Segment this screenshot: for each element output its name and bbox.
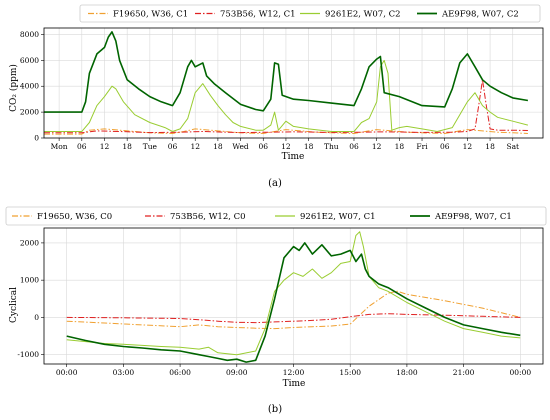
- panel-b-xtick-label: 12:00: [283, 368, 305, 377]
- panel-b-legend: F19650, W36, C0 753B56, W12, C0 9261E2, …: [12, 212, 512, 222]
- panel-b-xtick-label: 06:00: [169, 368, 191, 377]
- panel-a-xtick-label: Fri: [416, 142, 428, 151]
- panel-b-label: (b): [268, 404, 282, 415]
- panel-a-label: (a): [268, 178, 282, 189]
- panel-b-xtick-label: 21:00: [453, 368, 475, 377]
- panel-b-plot: -1000 0 1000 2000 00:00 03:00 06:00 09:00 12:00 1…: [17, 227, 544, 377]
- panel-a-plot: 0 2000 4000 6000 8000 Mon 06 12 18 Tue 06 12 18 Wed 06…: [20, 27, 544, 151]
- panel-a-xtick-label: 12: [463, 142, 473, 151]
- legend-a-label-4: AE9F98, W07, C2: [441, 10, 519, 20]
- panel-a-xtick-label: 06: [349, 142, 359, 151]
- legend-a-label-3: 9261E2, W07, C2: [325, 10, 401, 20]
- panel-a-ytick-label: 4000: [20, 82, 39, 91]
- panel-a-xtick-label: 18: [213, 142, 223, 151]
- panel-a-frame: [43, 27, 544, 139]
- panel-a-xtick-label: 06: [168, 142, 178, 151]
- panel-b-series-9261E2: [66, 231, 521, 356]
- panel-a-xtick-label: 12: [372, 142, 382, 151]
- panel-a-xtick-label: 06: [77, 142, 87, 151]
- panel-b-xtick-label: 18:00: [396, 368, 418, 377]
- panel-a-ylabel: CO₂ (ppm): [8, 64, 19, 112]
- panel-b-xtick-label: 00:00: [510, 368, 532, 377]
- panel-a-xtick-label: 18: [395, 142, 405, 151]
- legend-b-label-2: 753B56, W12, C0: [170, 212, 246, 222]
- legend-a-label-1: F19650, W36, C1: [113, 10, 188, 20]
- panel-a-xtick-label: 12: [190, 142, 200, 151]
- legend-b-label-1: F19650, W36, C0: [37, 212, 112, 222]
- panel-b-ylabel: Cyclical: [9, 287, 19, 323]
- panel-a-ytick-label: 6000: [20, 56, 39, 65]
- panel-a-ytick-label: 0: [34, 134, 39, 143]
- panel-a-series-AE9F98: [44, 31, 529, 113]
- panel-a-ytick-label: 8000: [20, 30, 39, 39]
- panel-b-frame: [43, 227, 544, 365]
- panel-a-xtick-label: Mon: [51, 142, 68, 151]
- panel-a-xlabel: Time: [282, 152, 305, 162]
- panel-b-ytick-label: 1000: [20, 276, 39, 285]
- panel-b-xlabel: Time: [283, 379, 306, 389]
- legend-b-label-3: 9261E2, W07, C1: [300, 212, 376, 222]
- panel-b-ytick-label: 0: [34, 313, 39, 322]
- panel-a-xtick-label: 12: [100, 142, 110, 151]
- panel-a-xtick-label: 06: [440, 142, 450, 151]
- panel-a-ytick-label: 2000: [20, 108, 39, 117]
- panel-a-xtick-label: Sat: [506, 142, 519, 151]
- panel-a-xtick-label: 12: [281, 142, 291, 151]
- panel-b-xtick-label: 15:00: [339, 368, 361, 377]
- panel-b-ytick-label: -1000: [17, 350, 39, 359]
- legend-a-label-2: 753B56, W12, C1: [220, 10, 296, 20]
- panel-a-xtick-label: Tue: [143, 142, 158, 151]
- panel-b: F19650, W36, C0 753B56, W12, C0 9261E2, …: [5, 206, 547, 415]
- panel-a-xtick-label: 18: [485, 142, 495, 151]
- panel-a-series-9261E2: [44, 59, 529, 132]
- panel-b-series-AE9F98: [66, 242, 521, 363]
- panel-b-series-F19650: [66, 290, 521, 330]
- panel-a-xtick-label: Thu: [324, 142, 339, 151]
- panel-b-xtick-label: 03:00: [113, 368, 135, 377]
- panel-b-series-753B56: [66, 313, 521, 324]
- panel-b-xtick-label: 09:00: [226, 368, 248, 377]
- legend-b-label-4: AE9F98, W07, C1: [434, 212, 512, 222]
- panel-b-ytick-label: 2000: [20, 238, 39, 247]
- panel-a-xtick-label: 18: [304, 142, 314, 151]
- panel-a-xtick-label: 06: [258, 142, 268, 151]
- panel-a: F19650, W36, C1 753B56, W12, C1 9261E2, …: [8, 4, 544, 189]
- panel-a-xtick-label: 18: [122, 142, 132, 151]
- panel-a-legend: F19650, W36, C1 753B56, W12, C1 9261E2, …: [88, 10, 519, 20]
- panel-a-xtick-label: Wed: [232, 142, 249, 151]
- panel-b-xtick-label: 00:00: [56, 368, 78, 377]
